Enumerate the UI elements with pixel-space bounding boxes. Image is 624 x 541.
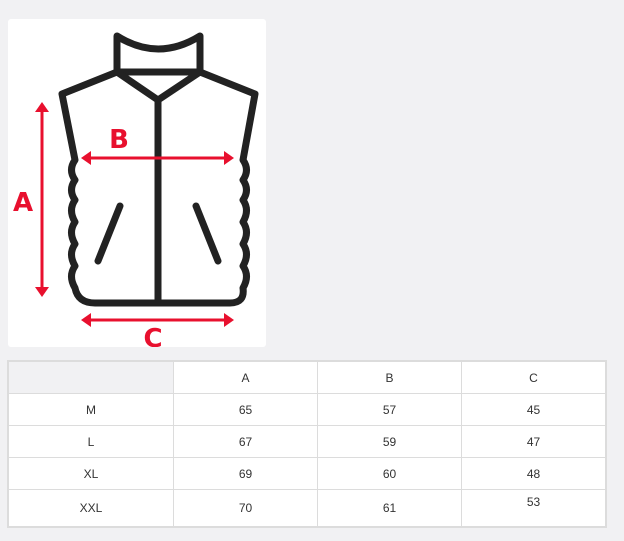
table-row: M 65 57 45 [8,393,606,426]
table-row: XXL 70 61 53 [8,489,606,527]
cell-c: 53 [461,489,606,527]
table-row: XL 69 60 48 [8,457,606,490]
cell-b: 61 [317,489,462,527]
cell-a: 69 [173,457,318,490]
size-chart-table: A B C M 65 57 45 L 67 59 47 XL 69 60 48 … [8,361,606,527]
vest-illustration: A B C [13,32,259,354]
cell-c: 48 [461,457,606,490]
header-a: A [173,361,318,394]
table-header-row: A B C [8,361,606,394]
size-label: M [8,393,174,426]
size-label: L [8,425,174,458]
label-b: B [109,125,129,155]
cell-b: 59 [317,425,462,458]
vest-size-diagram: A B C [8,19,266,354]
label-c: C [143,324,162,347]
cell-a: 70 [173,489,318,527]
label-a: A [13,188,33,218]
cell-c: 45 [461,393,606,426]
table-row: L 67 59 47 [8,425,606,458]
cell-a: 65 [173,393,318,426]
header-c: C [461,361,606,394]
cell-b: 57 [317,393,462,426]
size-label: XL [8,457,174,490]
size-label: XXL [8,489,174,527]
header-b: B [317,361,462,394]
cell-c: 47 [461,425,606,458]
vest-outline [58,32,259,307]
header-corner [8,361,174,394]
cell-b: 60 [317,457,462,490]
measurement-arrows [35,102,234,327]
cell-a: 67 [173,425,318,458]
